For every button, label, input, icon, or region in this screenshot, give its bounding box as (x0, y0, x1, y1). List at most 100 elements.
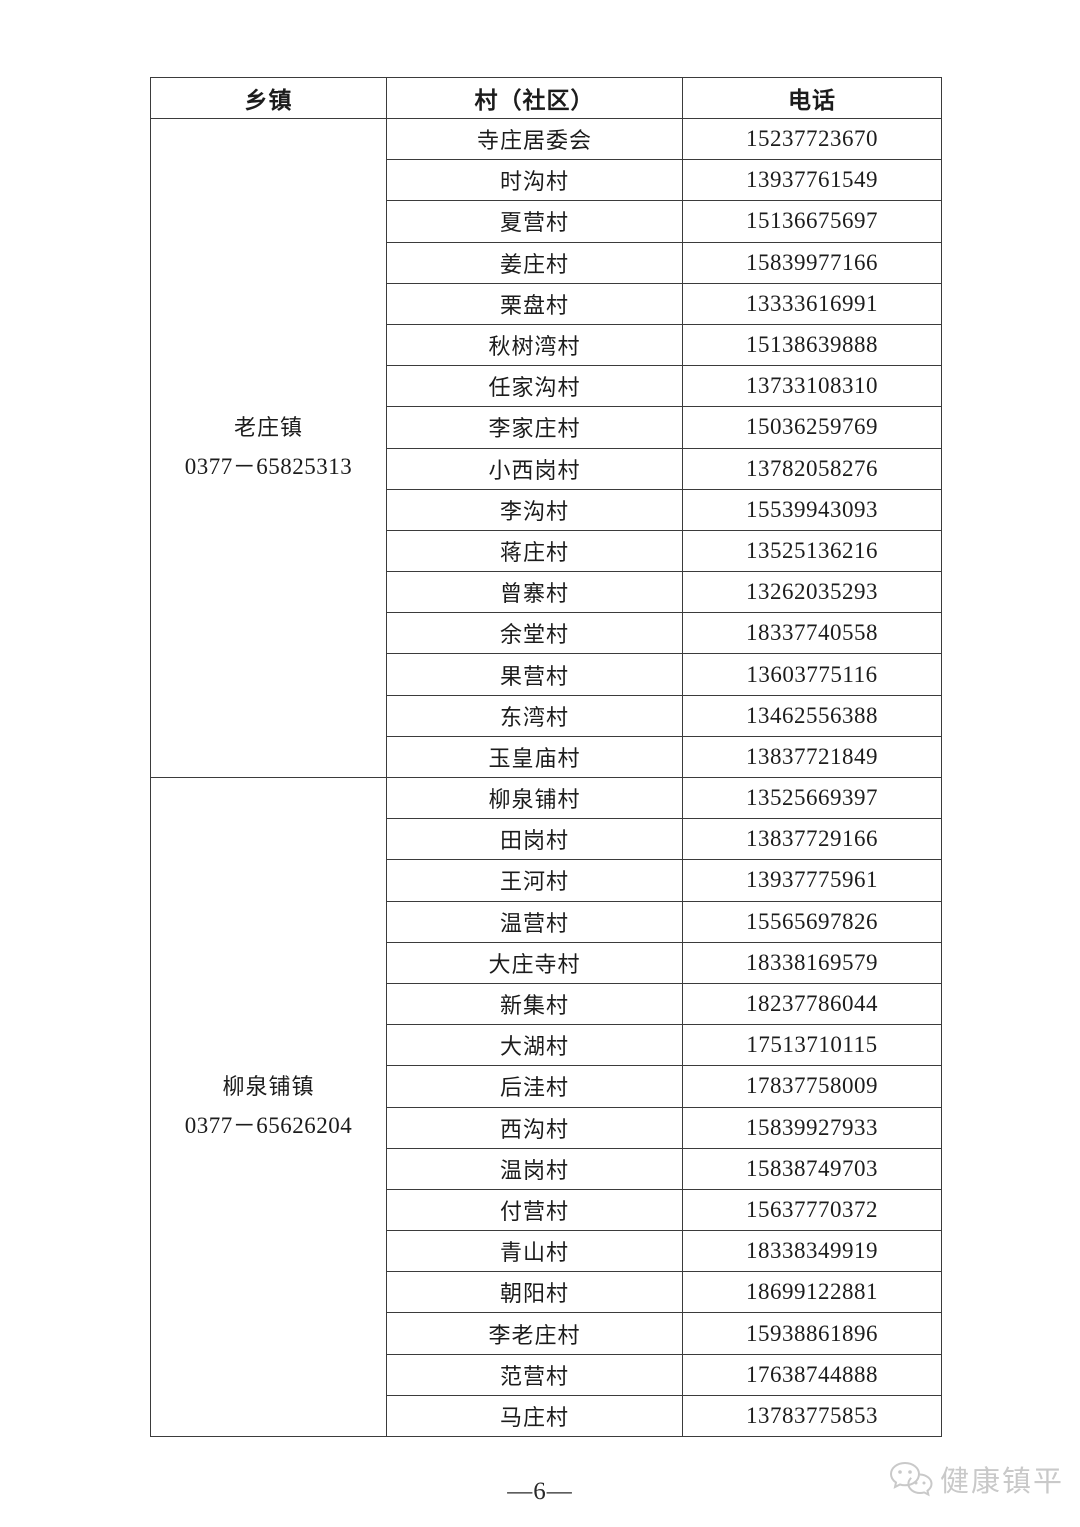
village-cell: 青山村 (386, 1230, 683, 1273)
phone-cell: 13333616991 (682, 282, 942, 325)
phone-cell: 15938861896 (682, 1312, 942, 1355)
contact-table-container: 乡镇 村（社区） 电话 老庄镇 0377－65825313 寺庄居委会 1523772… (150, 77, 942, 1438)
table-row: 田岗村 13837729166 (151, 818, 942, 861)
phone-cell: 15838749703 (682, 1147, 942, 1190)
table-row: 温营村 15565697826 (151, 900, 942, 943)
village-cell: 时沟村 (386, 159, 683, 202)
village-cell: 果营村 (386, 653, 683, 696)
village-cell: 玉皇庙村 (386, 735, 683, 779)
phone-cell: 17837758009 (682, 1065, 942, 1108)
table-row: 大庄寺村 18338169579 (151, 941, 942, 984)
phone-cell: 18338169579 (682, 941, 942, 984)
table-row: 温岗村 15838749703 (151, 1147, 942, 1190)
phone-cell: 13525136216 (682, 529, 942, 573)
village-cell: 东湾村 (386, 694, 683, 737)
township-cell: 老庄镇 0377－65825313 (150, 118, 387, 778)
table-row: 李家庄村 15036259769 (151, 406, 942, 449)
table-row: 任家沟村 13733108310 (151, 365, 942, 408)
village-cell: 马庄村 (386, 1394, 683, 1438)
village-cell: 后洼村 (386, 1065, 683, 1108)
phone-cell: 15138639888 (682, 323, 942, 367)
phone-cell: 15565697826 (682, 900, 942, 943)
phone-cell: 17513710115 (682, 1024, 942, 1067)
phone-cell: 15637770372 (682, 1188, 942, 1232)
table-row: 余堂村 18337740558 (151, 612, 942, 655)
table-row: 老庄镇 0377－65825313 寺庄居委会 15237723670 (150, 117, 942, 778)
village-cell: 西沟村 (386, 1106, 683, 1149)
table-row: 李沟村 15539943093 (151, 488, 942, 531)
phone-cell: 15839927933 (682, 1106, 942, 1149)
phone-cell: 17638744888 (682, 1353, 942, 1396)
header-village: 村（社区） (386, 77, 683, 119)
village-cell: 朝阳村 (386, 1271, 683, 1314)
village-cell: 曾寨村 (386, 571, 683, 614)
header-row: 乡镇 村（社区） 电话 (150, 77, 942, 119)
table-body: 老庄镇 0377－65825313 寺庄居委会 15237723670 时沟村 13937… (150, 117, 942, 1438)
watermark: 健康镇平 (888, 1458, 1064, 1500)
village-cell: 李老庄村 (386, 1312, 683, 1355)
village-cell: 大湖村 (386, 1024, 683, 1067)
phone-cell: 18338349919 (682, 1230, 942, 1273)
table-row: 大湖村 17513710115 (151, 1024, 942, 1067)
village-cell: 秋树湾村 (386, 323, 683, 367)
phone-cell: 13525669397 (682, 776, 942, 820)
village-cell: 姜庄村 (386, 241, 683, 284)
village-cell: 田岗村 (386, 818, 683, 861)
phone-cell: 13837729166 (682, 818, 942, 861)
table-row: 时沟村 13937761549 (151, 159, 942, 202)
page-number: —6— (507, 1478, 573, 1505)
village-cell: 柳泉铺村 (386, 776, 683, 820)
village-cell: 新集村 (386, 982, 683, 1026)
phone-cell: 15839977166 (682, 241, 942, 284)
township-phone: 0377－65825313 (184, 454, 353, 480)
table-row: 马庄村 13783775853 (151, 1394, 942, 1438)
township-name: 老庄镇 (233, 414, 303, 440)
village-cell: 温岗村 (386, 1147, 683, 1190)
phone-cell: 13733108310 (682, 365, 942, 408)
header-phone: 电话 (682, 77, 942, 119)
table-row: 东湾村 13462556388 (151, 694, 942, 737)
township-phone: 0377－65626204 (184, 1113, 353, 1139)
township-name: 柳泉铺镇 (222, 1073, 315, 1099)
village-cell: 夏营村 (386, 200, 683, 243)
table-header: 乡镇 村（社区） 电话 (150, 77, 942, 119)
phone-cell: 15237723670 (682, 117, 942, 161)
village-cell: 大庄寺村 (386, 941, 683, 984)
phone-cell: 18337740558 (682, 612, 942, 655)
village-cell: 小西岗村 (386, 447, 683, 490)
phone-cell: 18237786044 (682, 982, 942, 1026)
table-row: 小西岗村 13782058276 (151, 447, 942, 490)
phone-cell: 13603775116 (682, 653, 942, 696)
village-cell: 寺庄居委会 (386, 117, 683, 161)
table-row: 西沟村 15839927933 (151, 1106, 942, 1149)
wechat-icon (888, 1460, 934, 1498)
phone-cell: 13937761549 (682, 159, 942, 202)
phone-cell: 13783775853 (682, 1394, 942, 1438)
village-cell: 付营村 (386, 1188, 683, 1232)
table-row: 曾寨村 13262035293 (151, 571, 942, 614)
table-row: 玉皇庙村 13837721849 (151, 735, 942, 779)
table-row: 李老庄村 15938861896 (151, 1312, 942, 1355)
table-row: 果营村 13603775116 (151, 653, 942, 696)
phone-cell: 13782058276 (682, 447, 942, 490)
village-cell: 李沟村 (386, 488, 683, 531)
watermark-text: 健康镇平 (939, 1466, 1064, 1498)
table-row: 蒋庄村 13525136216 (151, 529, 942, 573)
village-cell: 李家庄村 (386, 406, 683, 449)
table-row: 王河村 13937775961 (151, 859, 942, 902)
village-cell: 王河村 (386, 859, 683, 902)
village-cell: 蒋庄村 (386, 529, 683, 573)
phone-cell: 13262035293 (682, 571, 942, 614)
village-cell: 任家沟村 (386, 365, 683, 408)
village-cell: 余堂村 (386, 612, 683, 655)
phone-cell: 15539943093 (682, 488, 942, 531)
village-cell: 栗盘村 (386, 282, 683, 325)
phone-cell: 15136675697 (682, 200, 942, 243)
table-row: 柳泉铺镇 0377－65626204 柳泉铺村 13525669397 (150, 776, 942, 1437)
phone-cell: 18699122881 (682, 1271, 942, 1314)
table-row: 后洼村 17837758009 (151, 1065, 942, 1108)
village-cell: 范营村 (386, 1353, 683, 1396)
table-row: 新集村 18237786044 (151, 982, 942, 1026)
contact-table: 乡镇 村（社区） 电话 老庄镇 0377－65825313 寺庄居委会 1523772… (150, 77, 942, 1438)
